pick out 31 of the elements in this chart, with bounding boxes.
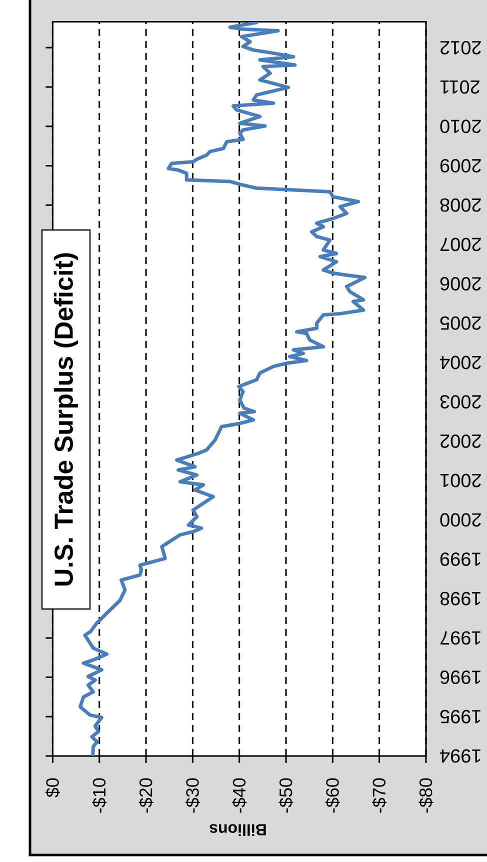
x-tick-label: -$40 xyxy=(232,778,247,813)
y-tick-label: 2005 xyxy=(440,316,481,330)
y-tick-label: 2000 xyxy=(440,513,481,527)
y-tick-label: 2008 xyxy=(440,198,481,212)
y-tick-label: 1996 xyxy=(440,670,480,684)
y-tick-label: 2004 xyxy=(440,356,481,370)
y-tick-label: 1994 xyxy=(440,749,480,763)
x-tick-label: -$30 xyxy=(185,778,200,813)
y-tick-label: 2011 xyxy=(440,80,480,94)
y-tick-label: 2006 xyxy=(440,277,481,291)
y-tick-label: 2012 xyxy=(440,40,481,54)
y-tick-label: 2001 xyxy=(440,474,481,488)
x-tick-label: -$20 xyxy=(138,778,154,813)
x-tick-label: -$60 xyxy=(325,778,340,813)
x-axis-title: Billions xyxy=(210,824,266,836)
y-tick-label: 1998 xyxy=(440,592,480,606)
y-tick-label: 2003 xyxy=(440,395,481,409)
y-tick-label: 1997 xyxy=(440,631,480,645)
x-tick-label: -$50 xyxy=(278,778,294,813)
y-tick-label: 2002 xyxy=(440,434,481,448)
x-tick-label: $0 xyxy=(45,778,60,798)
x-tick-label: -$10 xyxy=(92,778,107,813)
y-tick-label: 2010 xyxy=(440,120,481,134)
y-tick-label: 2007 xyxy=(440,238,481,252)
y-tick-label: 1999 xyxy=(440,552,480,566)
line-series xyxy=(78,22,367,756)
text: U.S. Trade Surplus (Deficit) xyxy=(54,253,78,586)
y-tick-label: 2009 xyxy=(440,159,481,172)
y-tick-label: 1995 xyxy=(440,710,480,724)
x-tick-label: -$80 xyxy=(418,778,434,813)
x-tick-label: -$70 xyxy=(372,778,387,813)
